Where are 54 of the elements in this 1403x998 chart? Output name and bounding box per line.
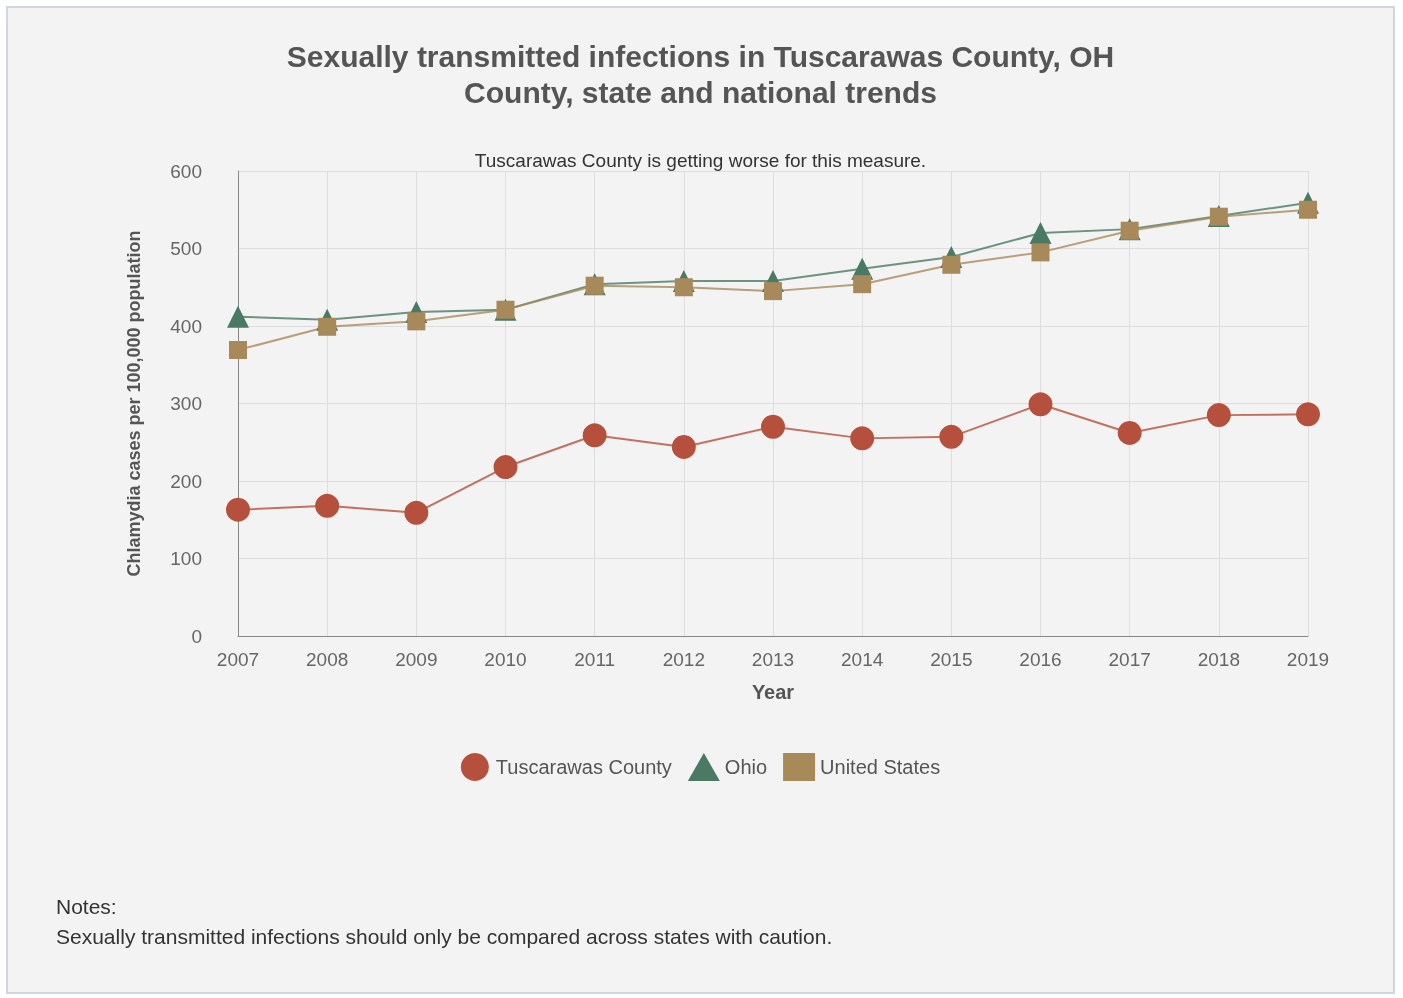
point <box>318 317 337 336</box>
point <box>942 255 961 274</box>
point <box>671 434 696 459</box>
x-tick-label: 2019 <box>1286 649 1330 670</box>
legend-label: Tuscarawas County <box>495 756 672 778</box>
x-tick-label: 2018 <box>1197 649 1240 670</box>
point <box>853 275 872 294</box>
point <box>407 312 426 331</box>
text: Notes: <box>56 895 117 918</box>
x-tick-label: 2014 <box>841 649 884 670</box>
y-tick-label: 200 <box>170 470 202 492</box>
x-tick-label: 2011 <box>574 649 616 670</box>
point <box>1117 420 1142 445</box>
point <box>229 341 247 360</box>
y-axis-title: Chlamydia cases per 100,000 population <box>124 230 144 577</box>
point <box>1029 222 1052 244</box>
x-tick-label: 2012 <box>662 649 705 670</box>
point <box>1031 243 1050 262</box>
x-tick-label: 2010 <box>484 649 527 670</box>
point <box>1296 402 1320 427</box>
chart-subtitle: County, state and national trends <box>464 75 937 109</box>
text: Tuscarawas County is getting worse for this measure. <box>474 150 927 171</box>
point <box>493 455 518 480</box>
y-tick-label: 500 <box>170 238 202 259</box>
point <box>850 426 875 451</box>
y-tick-label: 400 <box>170 315 202 337</box>
point <box>764 282 782 301</box>
y-tick-label: 100 <box>170 548 202 569</box>
legend-label: United States <box>820 756 941 778</box>
x-tick-label: 2015 <box>930 649 973 670</box>
point <box>404 500 429 525</box>
x-tick-label: 2016 <box>1019 649 1062 670</box>
chart-title: Sexually transmitted infections in Tuscarawas County, OH <box>286 39 1115 73</box>
x-tick-label: 2008 <box>306 649 349 670</box>
text: Sexually transmitted infections should only be compared across states with caution. <box>56 925 833 948</box>
y-tick-label: 300 <box>170 393 202 414</box>
x-tick-label: 2009 <box>395 649 438 670</box>
point <box>939 424 964 449</box>
point <box>674 278 693 297</box>
y-tick-label: 600 <box>170 160 202 182</box>
x-tick-label: 2017 <box>1108 649 1151 670</box>
x-tick-label: 2013 <box>751 649 795 670</box>
point <box>227 305 249 328</box>
x-tick-label: 2007 <box>216 649 260 670</box>
point <box>582 423 607 448</box>
point <box>1299 200 1317 219</box>
point <box>1028 392 1053 417</box>
y-tick-label: 0 <box>191 625 202 647</box>
point <box>1206 403 1231 428</box>
legend-label: Ohio <box>724 756 768 778</box>
point <box>226 497 250 522</box>
x-axis-title: Year <box>751 681 795 703</box>
point <box>315 493 340 518</box>
point <box>761 414 785 439</box>
